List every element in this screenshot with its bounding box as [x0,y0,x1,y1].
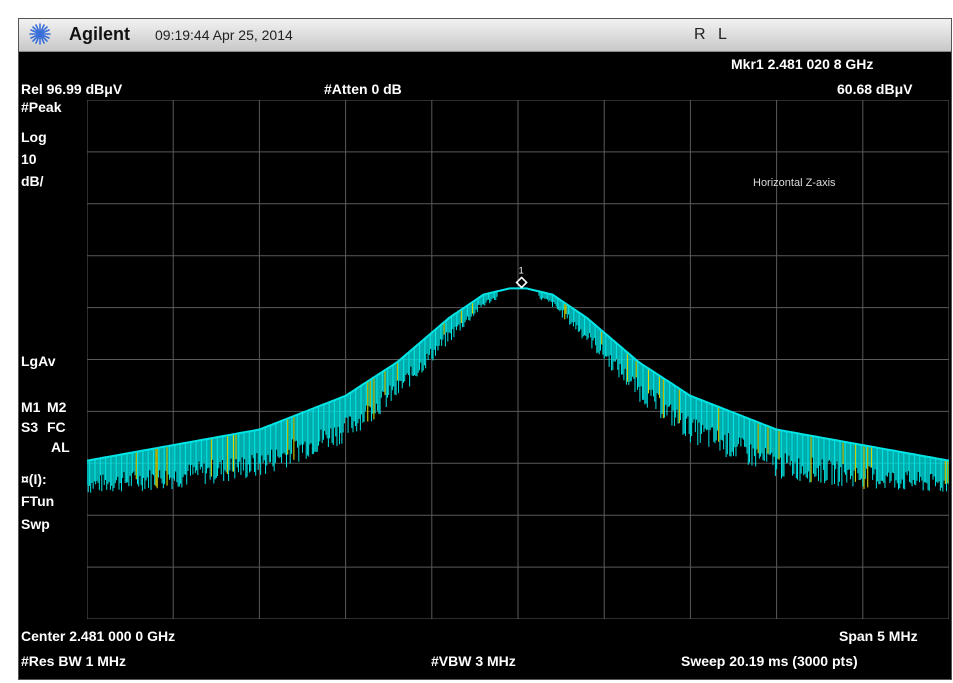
m2-label: M2 [47,399,67,415]
s3-label: S3 [21,419,39,435]
marker-diamond [515,276,528,289]
video-bandwidth: #VBW 3 MHz [431,653,516,669]
reference-level: Rel 96.99 dBμV [21,81,123,97]
plot-note: Horizontal Z-axis [753,177,836,189]
center-frequency: Center 2.481 000 0 GHz [21,628,176,644]
resolution-bandwidth: #Res BW 1 MHz [21,653,127,669]
scale-unit-label: dB/ [21,173,44,189]
plot-area: 1 Horizontal Z-axis [86,99,950,620]
trace-envelope [86,287,950,462]
brand-name: Agilent [69,24,130,44]
average-mode-label: LgAv [21,353,56,369]
grid-lines [86,99,950,620]
fc-label: FC [47,419,66,435]
remote-local-indicator: R L [694,26,731,43]
analyzer-screen: Agilent 09:19:44 Apr 25, 2014 R L Mkr1 2… [18,18,952,680]
scale-value-label: 10 [21,151,37,167]
m1-label: M1 [21,399,41,415]
marker-readout: Mkr1 2.481 020 8 GHz [731,56,874,72]
scale-type-label: Log [21,129,47,145]
attenuation: #Atten 0 dB [324,81,402,97]
sweep-time: Sweep 20.19 ms (3000 pts) [681,653,858,669]
trace-noise [86,291,950,493]
span: Span 5 MHz [839,628,918,644]
detector-label: #Peak [21,99,62,115]
marker-amplitude: 60.68 dBμV [837,81,913,97]
spectrum-plot: 1 Horizontal Z-axis [86,99,950,620]
ftun-label: FTun [21,493,55,509]
trigger-label: ¤(I): [21,471,47,487]
marker-1: 1 [515,265,528,289]
sweep-mode-label: Swp [21,516,50,532]
marker-label: 1 [519,265,524,275]
al-label: AL [51,439,70,455]
timestamp: 09:19:44 Apr 25, 2014 [155,27,293,43]
agilent-spark-icon [29,23,51,45]
title-bar: Agilent 09:19:44 Apr 25, 2014 R L [19,19,951,52]
